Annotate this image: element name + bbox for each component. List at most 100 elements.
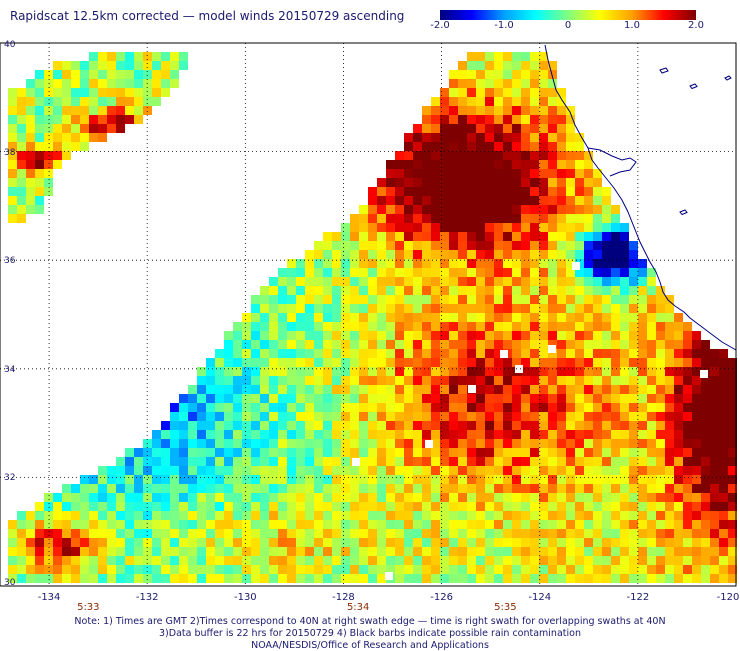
wind-cell xyxy=(332,502,341,511)
wind-cell xyxy=(269,322,278,331)
wind-cell xyxy=(17,133,26,142)
wind-cell xyxy=(386,286,395,295)
wind-cell xyxy=(332,268,341,277)
wind-cell xyxy=(251,547,260,556)
wind-cell xyxy=(701,385,710,394)
wind-cell xyxy=(359,403,368,412)
wind-cell xyxy=(386,448,395,457)
wind-cell xyxy=(728,520,737,529)
wind-cell xyxy=(701,421,710,430)
wind-cell xyxy=(8,133,17,142)
wind-cell xyxy=(575,457,584,466)
wind-cell xyxy=(449,115,458,124)
wind-cell xyxy=(593,457,602,466)
wind-cell xyxy=(557,286,566,295)
lake-outline xyxy=(659,67,669,74)
wind-cell xyxy=(89,124,98,133)
wind-cell xyxy=(440,439,449,448)
wind-cell xyxy=(368,349,377,358)
wind-cell xyxy=(611,520,620,529)
wind-cell xyxy=(287,475,296,484)
wind-cell xyxy=(152,88,161,97)
wind-cell xyxy=(395,304,404,313)
wind-cell xyxy=(566,574,575,583)
wind-cell xyxy=(458,412,467,421)
wind-cell xyxy=(647,304,656,313)
wind-cell xyxy=(278,547,287,556)
missing-cell xyxy=(468,385,476,393)
wind-cell xyxy=(557,520,566,529)
wind-cell xyxy=(611,439,620,448)
wind-cell xyxy=(539,403,548,412)
wind-cell xyxy=(170,529,179,538)
wind-cell xyxy=(179,511,188,520)
wind-cell xyxy=(125,565,134,574)
wind-cell xyxy=(224,340,233,349)
wind-cell xyxy=(692,511,701,520)
wind-cell xyxy=(683,493,692,502)
wind-cell xyxy=(665,439,674,448)
wind-cell xyxy=(557,394,566,403)
wind-cell xyxy=(260,556,269,565)
wind-cell xyxy=(233,349,242,358)
wind-cell xyxy=(719,538,728,547)
wind-cell xyxy=(359,259,368,268)
wind-cell xyxy=(197,439,206,448)
wind-cell xyxy=(260,484,269,493)
wind-cell xyxy=(314,466,323,475)
wind-cell xyxy=(62,115,71,124)
wind-cell xyxy=(431,484,440,493)
wind-cell xyxy=(242,547,251,556)
wind-cell xyxy=(539,295,548,304)
wind-cell xyxy=(98,61,107,70)
wind-cell xyxy=(395,250,404,259)
wind-cell xyxy=(467,448,476,457)
wind-cell xyxy=(593,313,602,322)
wind-cell xyxy=(8,565,17,574)
wind-cell xyxy=(125,448,134,457)
wind-cell xyxy=(485,142,494,151)
wind-cell xyxy=(629,466,638,475)
wind-cell xyxy=(503,88,512,97)
wind-cell xyxy=(512,124,521,133)
wind-cell xyxy=(467,259,476,268)
wind-cell xyxy=(512,484,521,493)
wind-cell xyxy=(575,214,584,223)
wind-cell xyxy=(35,169,44,178)
wind-cell xyxy=(17,565,26,574)
wind-cell xyxy=(557,322,566,331)
wind-cell xyxy=(62,142,71,151)
wind-cell xyxy=(359,556,368,565)
wind-cell xyxy=(503,223,512,232)
wind-cell xyxy=(332,457,341,466)
wind-cell xyxy=(305,547,314,556)
wind-cell xyxy=(476,466,485,475)
wind-cell xyxy=(89,70,98,79)
wind-cell xyxy=(629,493,638,502)
wind-cell xyxy=(143,61,152,70)
wind-cell xyxy=(323,457,332,466)
wind-cell xyxy=(422,142,431,151)
wind-cell xyxy=(728,394,737,403)
wind-cell xyxy=(350,277,359,286)
wind-cell xyxy=(287,295,296,304)
wind-cell xyxy=(296,475,305,484)
wind-cell xyxy=(494,349,503,358)
wind-cell xyxy=(323,448,332,457)
wind-cell xyxy=(377,529,386,538)
wind-cell xyxy=(323,277,332,286)
wind-cell xyxy=(548,178,557,187)
wind-cell xyxy=(566,106,575,115)
wind-cell xyxy=(548,448,557,457)
wind-cell xyxy=(251,493,260,502)
wind-cell xyxy=(233,448,242,457)
wind-cell xyxy=(332,331,341,340)
wind-cell xyxy=(323,340,332,349)
wind-cell xyxy=(728,511,737,520)
wind-cell xyxy=(107,106,116,115)
wind-cell xyxy=(458,304,467,313)
wind-cell xyxy=(512,160,521,169)
wind-cell xyxy=(224,439,233,448)
wind-cell xyxy=(35,133,44,142)
wind-cell xyxy=(431,556,440,565)
